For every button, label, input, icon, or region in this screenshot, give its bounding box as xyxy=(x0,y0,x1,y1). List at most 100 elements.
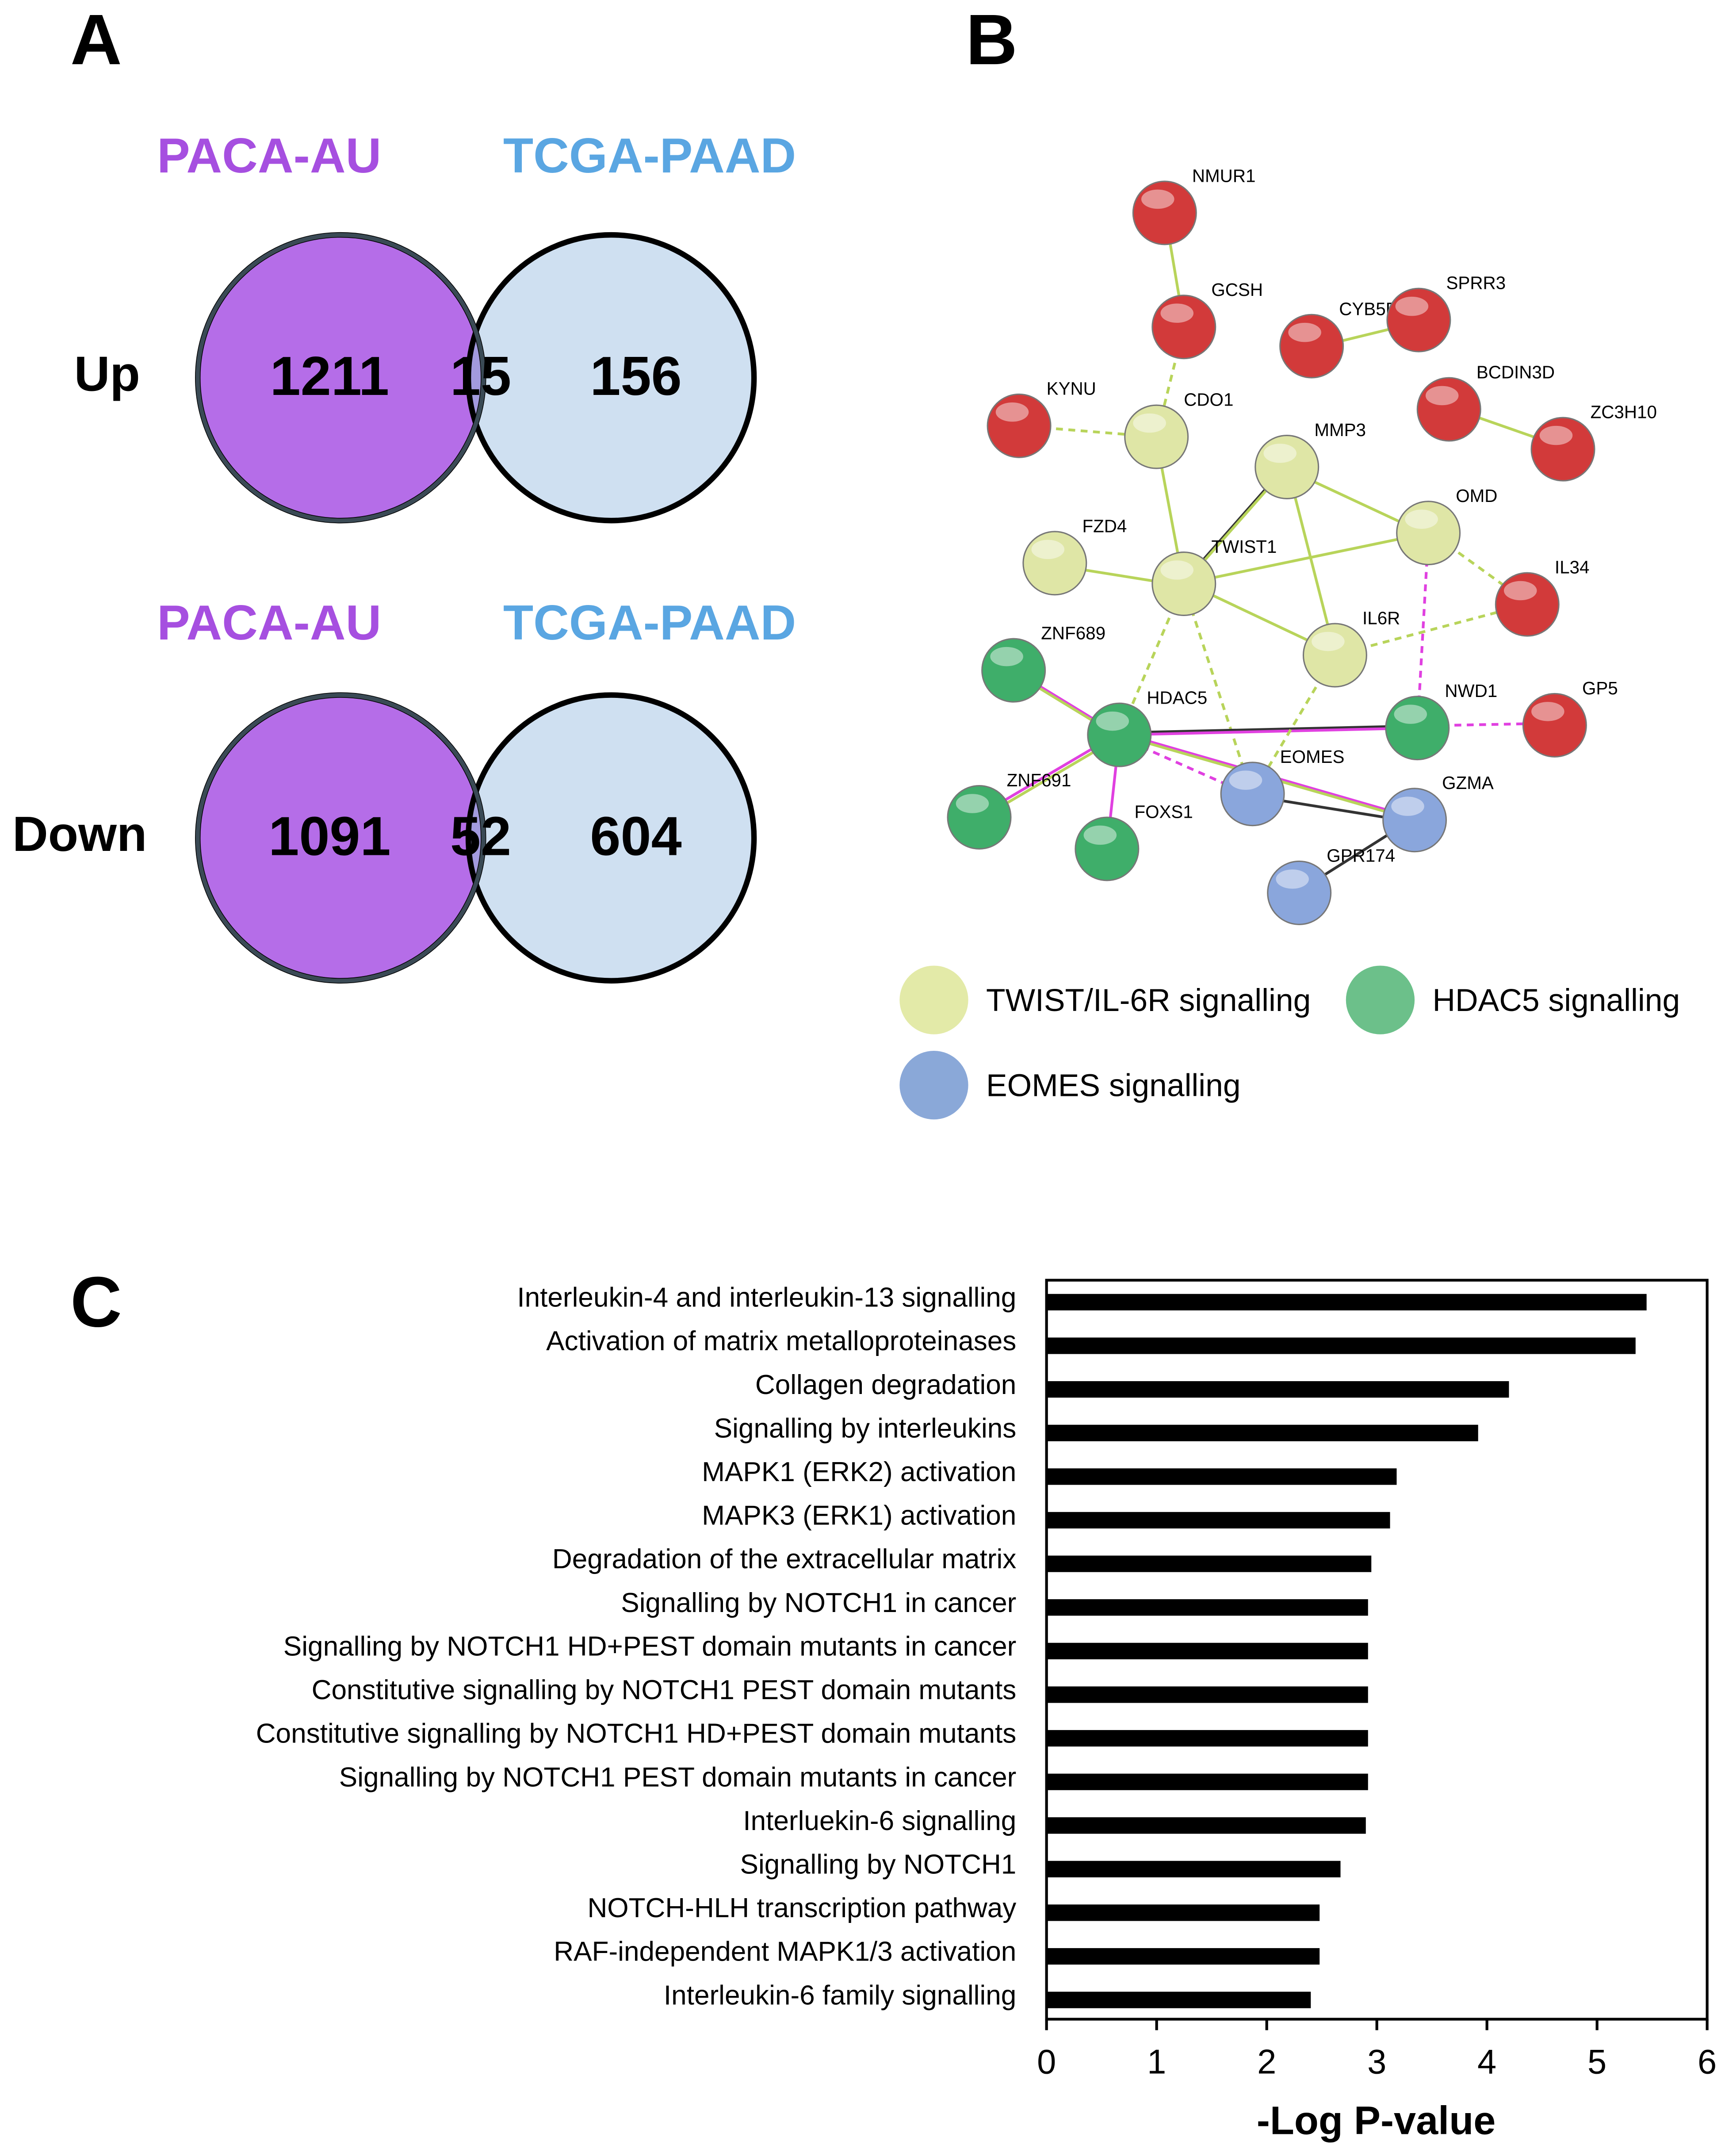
node-label: MMP3 xyxy=(1314,420,1366,440)
node xyxy=(1151,295,1216,360)
category-label: Constitutive signalling by NOTCH1 HD+PES… xyxy=(256,1719,1017,1749)
node-shine xyxy=(1263,444,1297,463)
node-shine xyxy=(1031,540,1065,559)
category-label: Collagen degradation xyxy=(755,1370,1017,1400)
node xyxy=(1022,531,1087,596)
node-label: GZMA xyxy=(1442,773,1494,793)
count-label: 15 xyxy=(450,346,511,407)
bar xyxy=(1046,1773,1368,1790)
bar xyxy=(1046,1512,1390,1529)
node-label: GP5 xyxy=(1582,678,1618,698)
x-tick-label: 4 xyxy=(1477,2043,1496,2081)
node xyxy=(1396,501,1461,566)
node xyxy=(1385,696,1450,761)
category-label: RAF-independent MAPK1/3 activation xyxy=(554,1937,1016,1967)
node-shine xyxy=(1083,825,1117,845)
node xyxy=(1132,180,1197,245)
bar xyxy=(1046,1948,1320,1965)
node-shine xyxy=(990,647,1023,666)
outline xyxy=(195,693,486,983)
set-circle xyxy=(468,235,754,521)
category-label: MAPK1 (ERK2) activation xyxy=(702,1457,1016,1487)
node-shine xyxy=(1531,702,1564,721)
node-shine xyxy=(1096,711,1129,731)
count-label: 156 xyxy=(590,346,681,407)
category-label: NOTCH-HLH transcription pathway xyxy=(587,1893,1016,1923)
legend-swatch xyxy=(899,965,968,1034)
node xyxy=(1267,860,1332,925)
bar xyxy=(1046,1381,1509,1398)
node xyxy=(1124,404,1189,469)
bar xyxy=(1046,1599,1368,1616)
node-label: TWIST1 xyxy=(1211,536,1277,557)
node xyxy=(1151,551,1216,616)
count-label: 604 xyxy=(590,806,681,867)
node xyxy=(1302,623,1367,688)
node-label: ZNF691 xyxy=(1007,770,1071,790)
node-label: CDO1 xyxy=(1184,390,1233,410)
node-shine xyxy=(1312,632,1345,651)
category-label: Activation of matrix metalloproteinases xyxy=(546,1326,1016,1356)
node-shine xyxy=(1133,413,1166,433)
category-label: Signalling by NOTCH1 xyxy=(740,1850,1017,1880)
edge xyxy=(1335,603,1528,657)
x-tick-label: 6 xyxy=(1698,2043,1717,2081)
count-label: 52 xyxy=(450,806,511,867)
count-label: 1091 xyxy=(268,806,390,867)
bar xyxy=(1046,1686,1368,1703)
node-label: GPR174 xyxy=(1327,846,1395,866)
node-shine xyxy=(1276,869,1309,889)
row-label: Up xyxy=(74,346,140,402)
node xyxy=(1530,417,1595,482)
node-label: IL6R xyxy=(1362,608,1400,628)
x-tick-label: 2 xyxy=(1257,2043,1276,2081)
node-label: OMD xyxy=(1456,486,1497,506)
node-label: IL34 xyxy=(1555,557,1590,578)
category-label: MAPK3 (ERK1) activation xyxy=(702,1501,1016,1531)
bar xyxy=(1046,1468,1397,1485)
outline xyxy=(465,692,757,984)
node-shine xyxy=(1288,322,1321,342)
bar xyxy=(1046,1730,1368,1747)
bar xyxy=(1046,1817,1366,1834)
bar xyxy=(1046,1337,1636,1354)
category-label: Constitutive signalling by NOTCH1 PEST d… xyxy=(312,1675,1017,1705)
set-circle xyxy=(198,695,484,981)
node xyxy=(1416,377,1481,442)
outline xyxy=(195,233,486,523)
node-shine xyxy=(1391,797,1424,816)
set-circle xyxy=(198,235,484,521)
node xyxy=(1382,788,1447,853)
legend-swatch xyxy=(1346,965,1415,1034)
panel-label: A xyxy=(70,0,122,80)
panel-label: B xyxy=(966,0,1017,80)
node-label: FOXS1 xyxy=(1134,801,1193,822)
x-axis-label: -Log P-value xyxy=(1257,2098,1496,2143)
node-label: EOMES xyxy=(1280,747,1345,767)
node xyxy=(1075,816,1140,881)
x-tick-label: 3 xyxy=(1367,2043,1386,2081)
node-label: GCSH xyxy=(1211,280,1263,300)
legend-label: TWIST/IL-6R signalling xyxy=(986,983,1311,1018)
node-label: KYNU xyxy=(1047,379,1096,399)
bar xyxy=(1046,1991,1311,2008)
count-label: 1211 xyxy=(270,346,389,407)
node xyxy=(1255,435,1320,499)
node-label: BCDIN3D xyxy=(1476,362,1555,382)
set-circle xyxy=(468,695,754,981)
node xyxy=(981,638,1046,703)
category-label: Degradation of the extracellular matrix xyxy=(552,1544,1016,1574)
category-label: Interleukin-6 family signalling xyxy=(664,1980,1016,2010)
node xyxy=(987,393,1052,458)
x-tick-label: 0 xyxy=(1037,2043,1056,2081)
node-shine xyxy=(1160,560,1194,580)
node-label: HDAC5 xyxy=(1147,688,1207,708)
legend-label: HDAC5 signalling xyxy=(1432,983,1680,1018)
category-label: Interluekin-6 signalling xyxy=(743,1806,1016,1836)
category-label: Signalling by NOTCH1 PEST domain mutants… xyxy=(339,1762,1017,1792)
node-shine xyxy=(1229,770,1262,790)
bar xyxy=(1046,1643,1368,1659)
edge xyxy=(1119,727,1418,736)
x-tick-label: 5 xyxy=(1587,2043,1606,2081)
